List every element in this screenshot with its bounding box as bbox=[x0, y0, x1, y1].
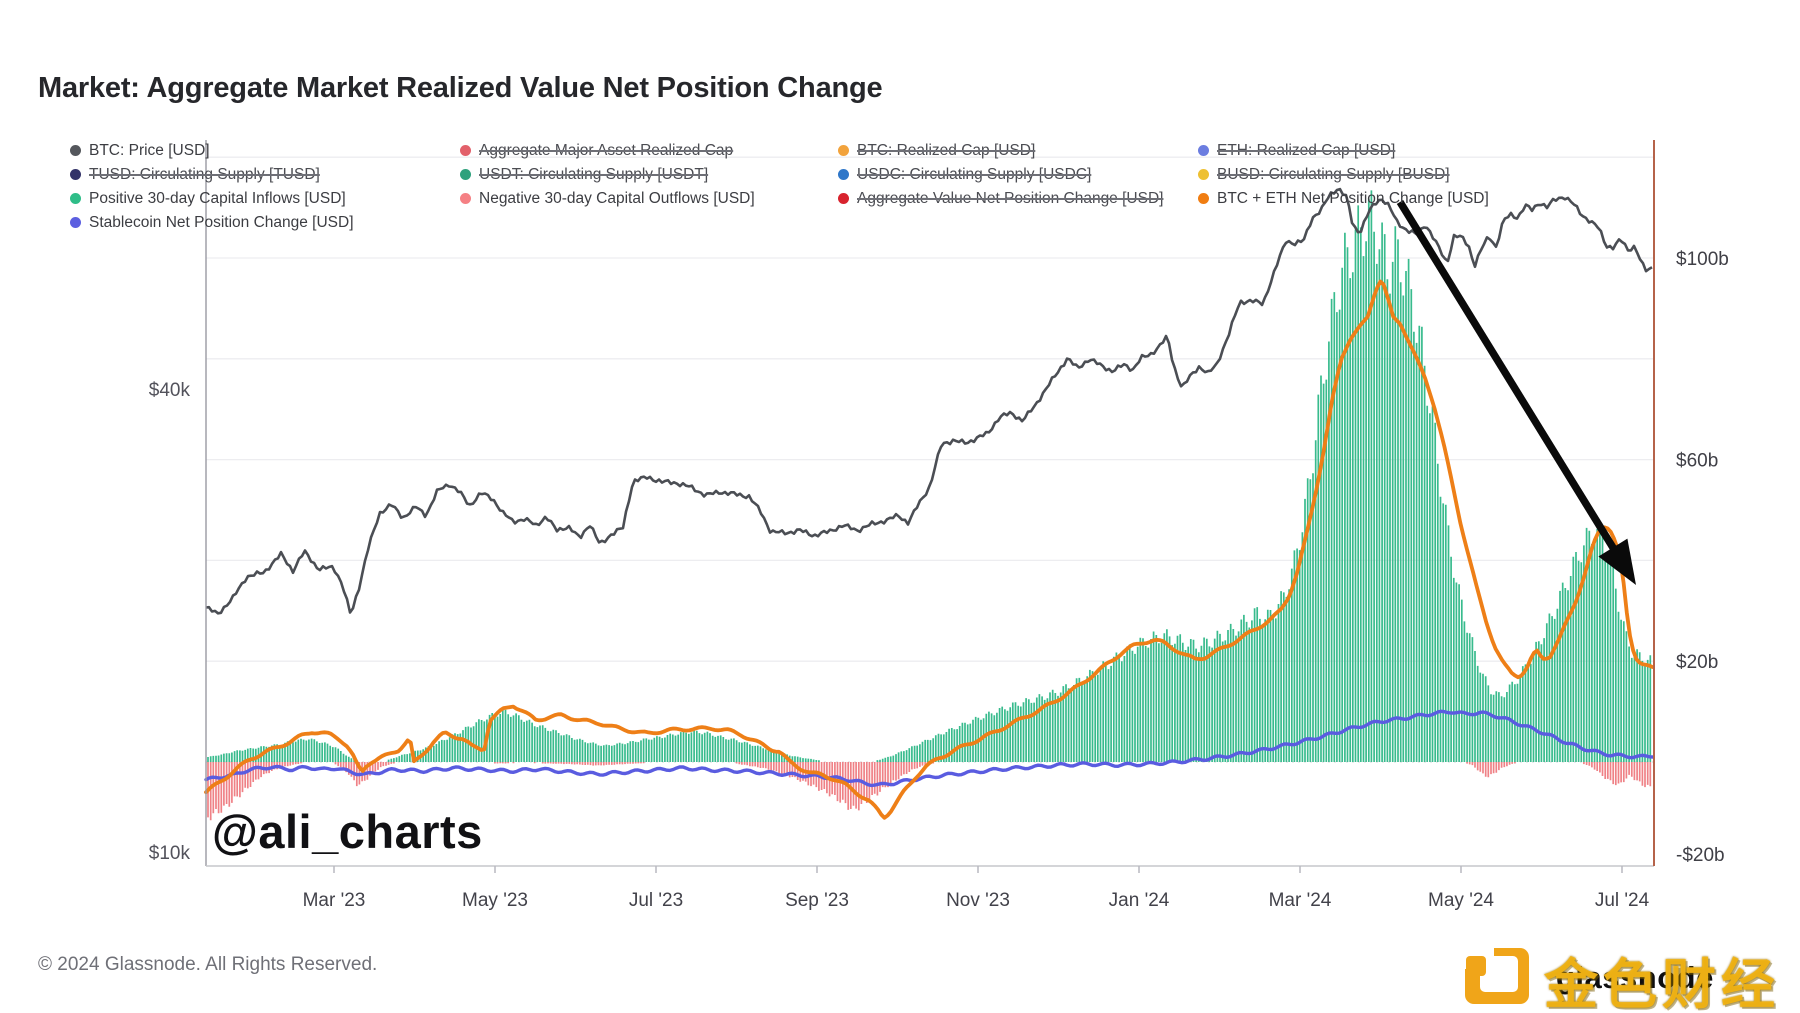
legend-dot-icon bbox=[70, 217, 81, 228]
x-axis-label: Nov '23 bbox=[946, 890, 1010, 911]
golden-finance-icon bbox=[1465, 948, 1529, 1004]
legend-dot-icon bbox=[70, 193, 81, 204]
y-axis-left-label: $40k bbox=[149, 380, 191, 401]
x-axis-label: Mar '23 bbox=[303, 890, 366, 911]
legend-label: Stablecoin Net Position Change [USD] bbox=[89, 214, 354, 231]
legend-dot-icon bbox=[838, 193, 849, 204]
btc-eth-npc-line bbox=[204, 279, 1655, 820]
legend-label: BTC: Price [USD] bbox=[89, 142, 210, 159]
legend-dot-icon bbox=[70, 169, 81, 180]
legend-dot-icon bbox=[1198, 169, 1209, 180]
legend-dot-icon bbox=[838, 145, 849, 156]
legend-label: Aggregate Value Net Position Change [USD… bbox=[857, 190, 1164, 207]
legend-item[interactable]: USDT: Circulating Supply [USDT] bbox=[460, 166, 708, 183]
legend-label: TUSD: Circulating Supply [TUSD] bbox=[89, 166, 320, 183]
legend-item[interactable]: BTC + ETH Net Position Change [USD] bbox=[1198, 190, 1489, 207]
btc-price-line bbox=[205, 187, 1653, 615]
copyright-text: © 2024 Glassnode. All Rights Reserved. bbox=[38, 954, 378, 975]
legend-label: Aggregate Major Asset Realized Cap bbox=[479, 142, 734, 159]
x-axis-label: Jul '24 bbox=[1595, 890, 1650, 911]
page-title: Market: Aggregate Market Realized Value … bbox=[38, 72, 883, 104]
x-axis-label: May '24 bbox=[1428, 890, 1494, 911]
glassnode-logo-text: glassnode bbox=[1556, 960, 1714, 995]
legend-label: BTC + ETH Net Position Change [USD] bbox=[1217, 190, 1489, 207]
legend-dot-icon bbox=[460, 169, 471, 180]
positive-inflows-bars bbox=[207, 190, 1652, 762]
x-axis-label: Mar '24 bbox=[1269, 890, 1332, 911]
legend-dot-icon bbox=[460, 145, 471, 156]
legend-item[interactable]: ETH: Realized Cap [USD] bbox=[1198, 142, 1395, 159]
legend-item[interactable]: USDC: Circulating Supply [USDC] bbox=[838, 166, 1091, 183]
golden-finance-logo-text: 金色财经 bbox=[1544, 955, 1780, 1013]
legend-label: BUSD: Circulating Supply [BUSD] bbox=[1217, 166, 1450, 183]
legend-dot-icon bbox=[460, 193, 471, 204]
legend-item[interactable]: Aggregate Major Asset Realized Cap bbox=[460, 142, 733, 159]
legend-item[interactable]: BTC: Realized Cap [USD] bbox=[838, 142, 1035, 159]
legend-dot-icon bbox=[70, 145, 81, 156]
trend-arrow-shaft bbox=[1396, 200, 1620, 555]
trend-arrow-head bbox=[1598, 538, 1636, 585]
legend-label: Negative 30-day Capital Outflows [USD] bbox=[479, 190, 755, 207]
legend-item[interactable]: Aggregate Value Net Position Change [USD… bbox=[838, 190, 1163, 207]
legend-label: USDC: Circulating Supply [USDC] bbox=[857, 166, 1092, 183]
legend-dot-icon bbox=[1198, 193, 1209, 204]
legend-item[interactable]: Negative 30-day Capital Outflows [USD] bbox=[460, 190, 755, 207]
y-axis-right-label: $60b bbox=[1676, 451, 1718, 472]
y-axis-right-label: -$20b bbox=[1676, 845, 1725, 866]
legend-label: USDT: Circulating Supply [USDT] bbox=[479, 166, 709, 183]
legend-item[interactable]: Positive 30-day Capital Inflows [USD] bbox=[70, 190, 346, 207]
x-axis-label: Sep '23 bbox=[785, 890, 849, 911]
legend-dot-icon bbox=[1198, 145, 1209, 156]
legend-item[interactable]: BTC: Price [USD] bbox=[70, 142, 210, 159]
legend-item[interactable]: TUSD: Circulating Supply [TUSD] bbox=[70, 166, 320, 183]
legend-label: Positive 30-day Capital Inflows [USD] bbox=[89, 190, 346, 207]
legend-dot-icon bbox=[838, 169, 849, 180]
brand-logos: glassnode 金色财经 bbox=[1460, 938, 1800, 1013]
y-axis-right-label: $20b bbox=[1676, 652, 1718, 673]
x-axis-label: Jan '24 bbox=[1109, 890, 1170, 911]
legend: BTC: Price [USD] Aggregate Major Asset Re… bbox=[0, 0, 1800, 240]
x-axis-label: Jul '23 bbox=[629, 890, 683, 911]
x-axis-label: May '23 bbox=[462, 890, 528, 911]
legend-item[interactable]: BUSD: Circulating Supply [BUSD] bbox=[1198, 166, 1450, 183]
legend-label: BTC: Realized Cap [USD] bbox=[857, 142, 1036, 159]
stablecoin-npc-line bbox=[204, 709, 1655, 788]
legend-label: ETH: Realized Cap [USD] bbox=[1217, 142, 1396, 159]
y-axis-right-label: $100b bbox=[1676, 249, 1729, 270]
y-axis-left-label: $10k bbox=[149, 843, 191, 864]
watermark: @ali_charts bbox=[212, 805, 483, 858]
legend-item[interactable]: Stablecoin Net Position Change [USD] bbox=[70, 214, 354, 231]
